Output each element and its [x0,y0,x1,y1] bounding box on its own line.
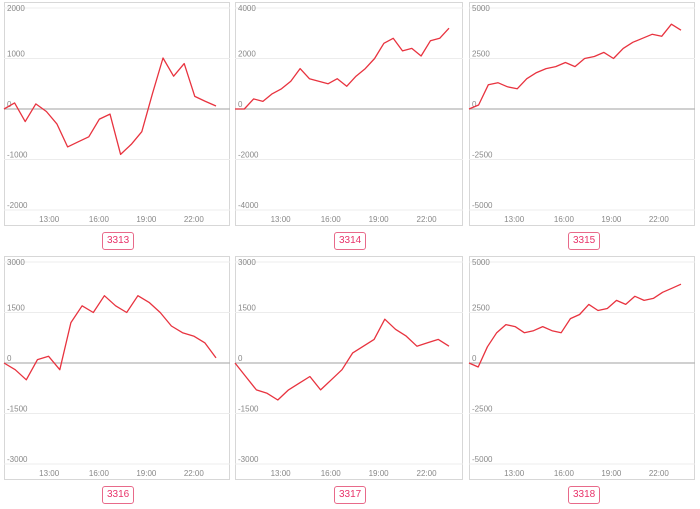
stock-code-badge[interactable]: 3313 [102,232,135,250]
x-tick-label: 13:00 [271,215,292,224]
x-tick-label: 22:00 [649,215,670,224]
y-tick-label: -5000 [472,455,493,464]
x-tick-label: 22:00 [417,215,438,224]
plot-frame [4,256,230,480]
x-tick-label: 16:00 [89,215,110,224]
x-tick-label: 13:00 [504,215,525,224]
x-tick-label: 22:00 [184,215,205,224]
y-tick-label: 0 [7,100,12,109]
x-tick-label: 16:00 [554,215,575,224]
chart-svg: 3000 1500 0 -1500 -3000 13:00 16:00 19:00 22:00 [3,256,230,480]
y-tick-label: -1000 [7,151,28,160]
y-tick-label: 2000 [238,50,256,59]
y-tick-label: -2000 [7,201,28,210]
chart-svg: 2000 1000 0 -1000 -2000 13:00 16:00 19:00 22:00 [3,2,230,226]
x-tick-label: 16:00 [321,469,342,478]
y-tick-label: 0 [238,100,243,109]
x-tick-label: 22:00 [184,469,205,478]
x-tick-label: 13:00 [271,469,292,478]
y-tick-label: 0 [7,354,12,363]
y-tick-label: -3000 [7,455,28,464]
chart-panel-3313: 2000 1000 0 -1000 -2000 13:00 16:00 19:00 22:00 [3,2,230,226]
y-tick-label: 0 [238,354,243,363]
y-tick-label: 2000 [7,4,25,13]
x-tick-label: 16:00 [89,469,110,478]
x-tick-label: 19:00 [369,215,390,224]
y-tick-label: 3000 [238,258,256,267]
y-tick-label: 1000 [7,50,25,59]
x-tick-label: 19:00 [601,215,622,224]
chart-panel-3314: 4000 2000 0 -2000 -4000 13:00 16:00 19:00 22:00 [235,2,463,226]
plot-frame [469,256,695,480]
x-tick-label: 19:00 [601,469,622,478]
x-tick-label: 19:00 [136,469,157,478]
chart-panel-3316: 3000 1500 0 -1500 -3000 13:00 16:00 19:00 22:00 [3,256,230,480]
y-tick-label: -1500 [7,405,28,414]
chart-svg: 5000 2500 0 -2500 -5000 13:00 16:00 19:00 22:00 [468,2,695,226]
y-tick-label: -2000 [238,151,259,160]
y-tick-label: -3000 [238,455,259,464]
y-tick-label: 1500 [238,304,256,313]
plot-frame [469,2,695,226]
stock-code-badge[interactable]: 3318 [568,486,601,504]
chart-svg: 4000 2000 0 -2000 -4000 13:00 16:00 19:00 22:00 [235,2,463,226]
x-tick-label: 19:00 [136,215,157,224]
series-line [468,23,682,110]
chart-svg: 5000 2500 0 -2500 -5000 13:00 16:00 19:00 22:00 [468,256,695,480]
y-tick-label: 2500 [472,304,490,313]
x-tick-label: 16:00 [554,469,575,478]
y-tick-label: 3000 [7,258,25,267]
stock-code-badge[interactable]: 3316 [102,486,135,504]
series-line [234,318,450,401]
chart-panel-3318: 5000 2500 0 -2500 -5000 13:00 16:00 19:00 22:00 [468,256,695,480]
y-tick-label: 0 [472,100,477,109]
y-tick-label: 4000 [238,4,256,13]
series-line [3,57,217,156]
x-tick-label: 13:00 [39,469,60,478]
y-tick-label: -2500 [472,151,493,160]
stock-code-badge[interactable]: 3315 [568,232,601,250]
y-tick-label: 5000 [472,258,490,267]
series-line [3,295,217,381]
y-tick-label: 5000 [472,4,490,13]
stock-code-badge[interactable]: 3317 [334,486,367,504]
y-tick-label: 0 [472,354,477,363]
plot-frame [4,2,230,226]
chart-panel-3317: 3000 1500 0 -1500 -3000 13:00 16:00 19:00 22:00 [234,256,463,480]
x-tick-label: 13:00 [504,469,525,478]
y-tick-label: -5000 [472,201,493,210]
x-tick-label: 16:00 [321,215,342,224]
chart-panel-3315: 5000 2500 0 -2500 -5000 13:00 16:00 19:00 22:00 [468,2,695,226]
x-tick-label: 22:00 [417,469,438,478]
x-tick-label: 13:00 [39,215,60,224]
y-tick-label: -4000 [238,201,259,210]
x-tick-label: 19:00 [369,469,390,478]
y-tick-label: 2500 [472,50,490,59]
y-tick-label: -1500 [238,405,259,414]
plot-frame [235,2,463,226]
y-tick-label: 1500 [7,304,25,313]
y-tick-label: -2500 [472,405,493,414]
chart-svg: 3000 1500 0 -1500 -3000 13:00 16:00 19:00 22:00 [234,256,463,480]
plot-frame [235,256,463,480]
series-line [468,283,682,368]
x-tick-label: 22:00 [649,469,670,478]
stock-code-badge[interactable]: 3314 [334,232,367,250]
series-line [235,27,450,110]
